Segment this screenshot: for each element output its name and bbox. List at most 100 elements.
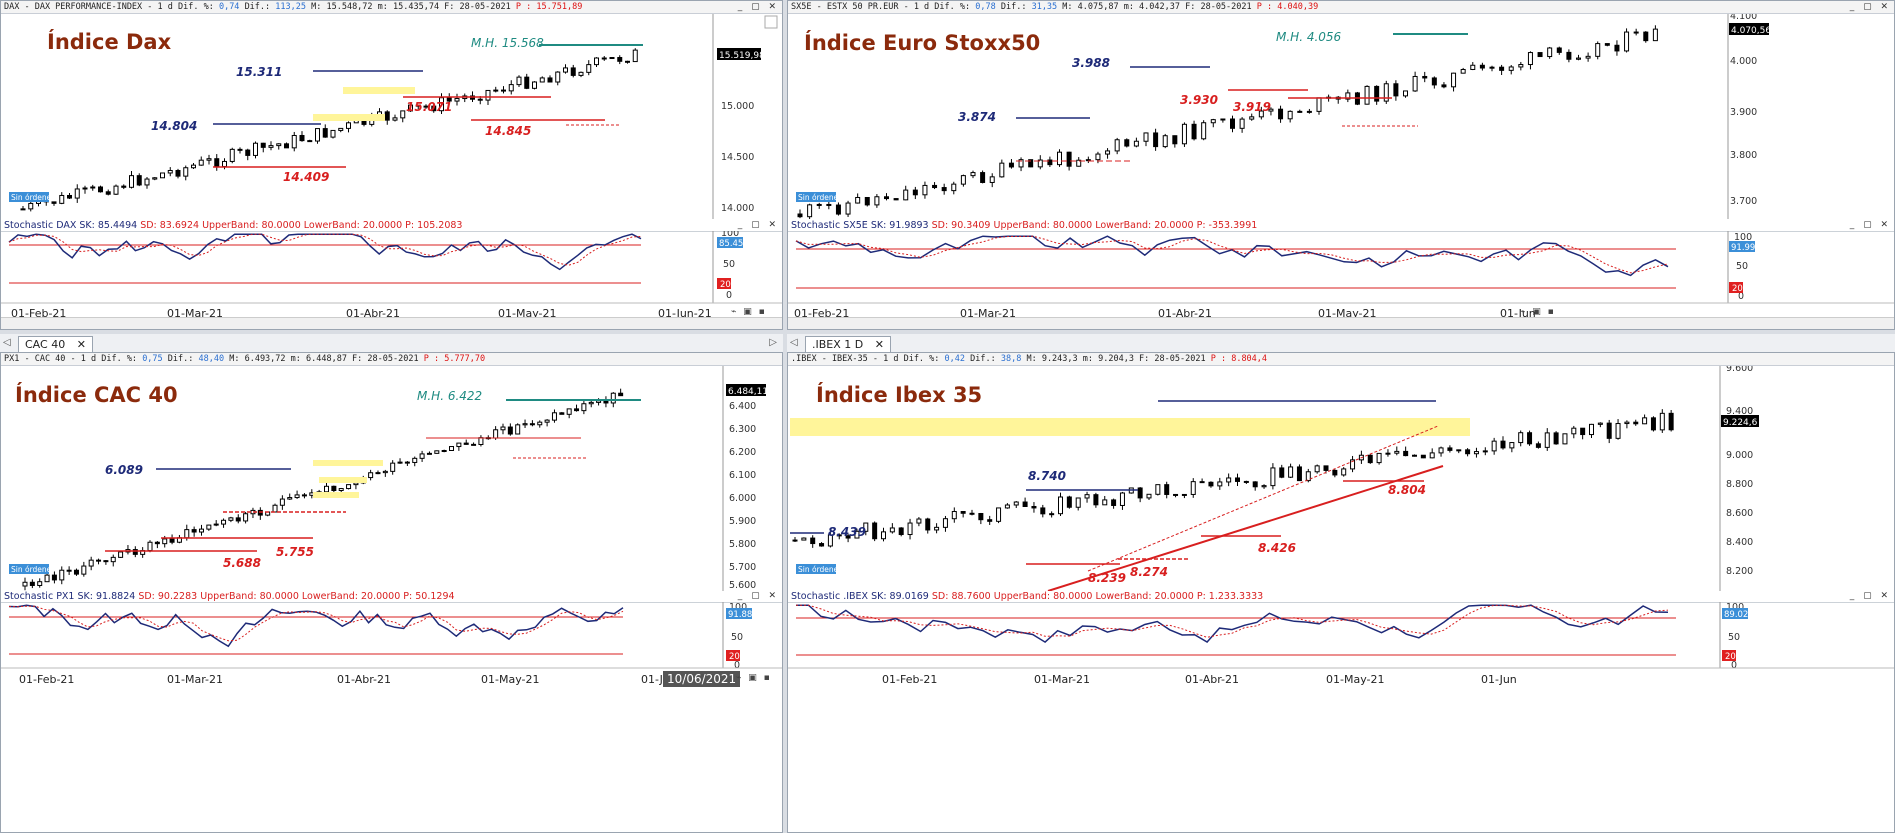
candle-body bbox=[191, 529, 197, 533]
level-label: 3.919 bbox=[1233, 100, 1271, 114]
window-controls[interactable]: _ ▢ ✕ bbox=[1849, 2, 1891, 12]
info-p-label: P : bbox=[1256, 2, 1273, 12]
last-price-badge bbox=[1721, 415, 1759, 427]
candle-body bbox=[1394, 450, 1400, 454]
stoch-window-controls[interactable]: _ ▢ ✕ bbox=[1849, 220, 1891, 230]
candle-body bbox=[1553, 432, 1559, 445]
chart-tools[interactable]: ⌁ ▣ ▪ bbox=[1520, 307, 1556, 317]
stoch-sk-line bbox=[795, 235, 1669, 277]
price-tick: 9.400 bbox=[1726, 406, 1753, 417]
candle-body bbox=[1296, 466, 1302, 482]
tab-label: .IBEX 1 D bbox=[812, 338, 864, 351]
price-tick: 4.000 bbox=[1730, 56, 1757, 67]
candle-body bbox=[827, 534, 833, 547]
candle-body bbox=[37, 581, 43, 586]
stoch-last: 89.02 bbox=[1724, 610, 1748, 620]
dax-stoch-chart[interactable]: 100 50 0 85.45 20 01-Feb-21 01-Mar-21 01… bbox=[1, 231, 783, 330]
sin-ordenes-badge[interactable] bbox=[796, 564, 836, 574]
cac-price-chart[interactable]: Índice CAC 40 M.H. 6.422 6.089 5.755 5.6… bbox=[1, 366, 783, 591]
candle-body bbox=[315, 128, 320, 142]
close-icon[interactable]: ✕ bbox=[76, 338, 86, 351]
candle-body bbox=[291, 134, 297, 149]
stoch-tick: 50 bbox=[1736, 261, 1748, 272]
candle-body bbox=[434, 450, 440, 454]
stoch-window-controls[interactable]: _ ▢ ✕ bbox=[737, 220, 779, 230]
info-rest: M: 4.075,87 m: 4.042,37 F: 28-05-2021 bbox=[1062, 2, 1252, 12]
dax-price-chart[interactable]: Índice Dax M.H. 15.568 15.311 14.804 15.… bbox=[1, 14, 783, 219]
date-tick: 01-Jun bbox=[1500, 307, 1536, 320]
estx-stoch-chart[interactable]: 100 50 0 91.99 20 01-Feb-21 01-Mar-21 01… bbox=[788, 231, 1895, 330]
candle-body bbox=[987, 519, 993, 522]
tab-scroll-left[interactable]: ◁ bbox=[790, 337, 798, 348]
zoom-icon[interactable] bbox=[764, 15, 778, 29]
cac-stoch-chart[interactable]: 100 50 0 91.88 20 01-Feb-21 01-Mar-21 01… bbox=[1, 602, 783, 833]
candle-body bbox=[1633, 421, 1639, 425]
candle-body bbox=[1589, 423, 1594, 436]
price-tick: 8.600 bbox=[1726, 508, 1753, 519]
close-icon[interactable]: ✕ bbox=[874, 338, 884, 351]
candle-body bbox=[792, 539, 798, 542]
candle-body bbox=[826, 203, 832, 206]
candle-body bbox=[544, 419, 550, 423]
level-label: 8.439 bbox=[828, 525, 866, 539]
chart-tools[interactable]: ⌁ ▣ ▪ bbox=[731, 307, 767, 317]
chart-tools[interactable]: ⌁ ▣ ▪ bbox=[736, 673, 772, 683]
candle-body bbox=[1456, 449, 1462, 452]
tab-cac40[interactable]: CAC 40 ✕ bbox=[18, 336, 93, 352]
sin-ordenes-badge[interactable] bbox=[9, 192, 49, 202]
estx-price-chart[interactable]: Índice Euro Stoxx50 M.H. 4.056 3.988 3.8… bbox=[788, 14, 1895, 219]
stoch-p: P: 50.1294 bbox=[403, 591, 455, 602]
candle-body bbox=[1249, 116, 1255, 120]
info-rest: M: 15.548,72 m: 15.435,74 F: 28-05-2021 bbox=[311, 2, 511, 12]
ibex-chart-window[interactable]: .IBEX - IBEX-35 - 1 d Dif. %: 0,42 Dif.:… bbox=[787, 352, 1895, 833]
candle-body bbox=[287, 497, 293, 500]
candle-body bbox=[1153, 132, 1159, 148]
cac-chart-window[interactable]: PX1 - CAC 40 - 1 d Dif. %: 0,75 Dif.: 48… bbox=[0, 352, 783, 833]
candle-body bbox=[1305, 471, 1311, 482]
price-tick: 5.800 bbox=[729, 539, 756, 550]
date-tick: 01-Abr-21 bbox=[1185, 673, 1239, 686]
candle-body bbox=[1137, 487, 1143, 499]
stoch-tick: 0 bbox=[1731, 660, 1737, 671]
candle-body bbox=[268, 145, 274, 148]
candle-body bbox=[1585, 55, 1591, 59]
stoch-low: 20 bbox=[729, 652, 740, 662]
tab-scroll-right[interactable]: ▷ bbox=[769, 337, 777, 348]
last-price: 6.484,11 bbox=[728, 387, 768, 397]
candle-body bbox=[493, 429, 499, 439]
candle-body bbox=[169, 538, 175, 543]
trend-line-dashed bbox=[1087, 425, 1439, 572]
horizontal-scrollbar[interactable] bbox=[1, 317, 782, 329]
stoch-window-controls[interactable]: _ ▢ ✕ bbox=[737, 591, 779, 601]
sin-ordenes-badge[interactable] bbox=[796, 192, 836, 202]
support-zone bbox=[313, 460, 383, 466]
stoch-tick: 50 bbox=[1728, 632, 1740, 643]
sin-ordenes-badge[interactable] bbox=[9, 564, 49, 574]
stoch-window-controls[interactable]: _ ▢ ✕ bbox=[1849, 591, 1891, 601]
candle-body bbox=[1566, 51, 1572, 60]
dax-candles bbox=[20, 48, 638, 212]
stoch-sk: SK: 85.4494 bbox=[79, 220, 138, 231]
estx-chart-window[interactable]: SX5E - ESTX 50 PR.EUR - 1 d Dif. %: 0,78… bbox=[787, 0, 1895, 330]
candle-body bbox=[507, 426, 513, 435]
ibex-stoch-chart[interactable]: 100 50 0 89.02 20 01-Feb-21 01-Mar-21 01… bbox=[788, 602, 1895, 833]
candle-body bbox=[1383, 83, 1389, 102]
price-tick: 3.900 bbox=[1730, 107, 1757, 118]
tab-scroll-left[interactable]: ◁ bbox=[3, 337, 11, 348]
candle-body bbox=[1332, 469, 1338, 476]
candle-body bbox=[90, 186, 96, 189]
ibex-price-chart[interactable]: Índice Ibex 35 8.740 8.439 8.804 8.426 8… bbox=[788, 366, 1895, 591]
candle-body bbox=[1465, 449, 1471, 455]
candle-body bbox=[331, 485, 337, 491]
tab-ibex[interactable]: .IBEX 1 D ✕ bbox=[805, 336, 891, 352]
candle-body bbox=[28, 202, 34, 210]
candle-body bbox=[863, 522, 869, 532]
last-price-badge bbox=[717, 48, 761, 60]
candle-body bbox=[1527, 432, 1533, 445]
level-label: 8.426 bbox=[1258, 541, 1296, 555]
horizontal-scrollbar[interactable] bbox=[788, 317, 1894, 329]
stoch-last: 91.99 bbox=[1731, 243, 1755, 253]
window-controls[interactable]: _ ▢ ✕ bbox=[737, 2, 779, 12]
candle-body bbox=[1066, 151, 1072, 167]
dax-chart-window[interactable]: DAX - DAX PERFORMANCE-INDEX - 1 d Dif. %… bbox=[0, 0, 783, 330]
